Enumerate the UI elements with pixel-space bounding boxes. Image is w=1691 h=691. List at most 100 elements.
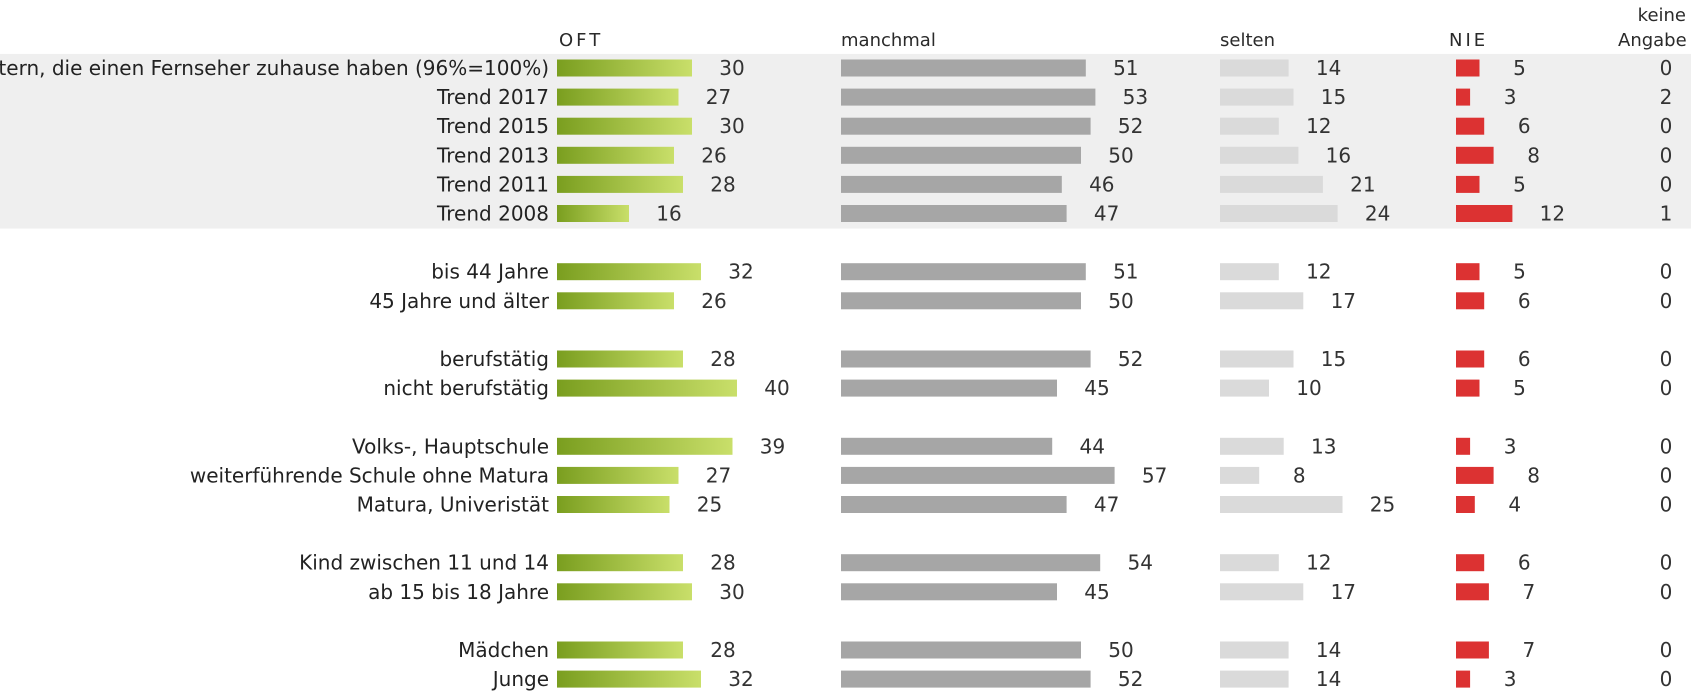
value-label-nie: 6: [1518, 289, 1531, 313]
value-label-oft: 26: [701, 289, 726, 313]
value-label-selten: 17: [1331, 580, 1356, 604]
bar-manchmal: [841, 205, 1067, 222]
bar-oft: [557, 496, 670, 513]
value-label-oft: 40: [764, 376, 789, 400]
row-label: Trend 2017: [436, 85, 549, 109]
value-label-selten: 8: [1293, 463, 1306, 487]
bar-selten: [1220, 496, 1343, 513]
value-label-manchmal: 45: [1084, 580, 1109, 604]
bar-nie: [1456, 146, 1494, 164]
bar-nie: [1456, 88, 1471, 106]
bar-oft: [557, 175, 683, 193]
chart-row: Trend 2013 26 50 16 8 0: [436, 143, 1672, 167]
chart-row: Trend 2011 28 46 21 5 0: [436, 172, 1672, 196]
value-label-keine-angabe: 0: [1660, 551, 1673, 575]
chart-row: 45 Jahre und älter 26 50 17 6 0: [369, 289, 1672, 313]
bar-manchmal: [841, 437, 1053, 455]
bar-selten: [1220, 88, 1294, 106]
row-label: Trend 2013: [436, 143, 549, 167]
bar-selten: [1220, 583, 1304, 601]
chart-row: ab 15 bis 18 Jahre 30 45 17 7 0: [368, 580, 1672, 604]
bar-manchmal: [841, 350, 1091, 368]
value-label-manchmal: 52: [1118, 347, 1143, 371]
bar-selten: [1220, 175, 1323, 193]
value-label-oft: 30: [719, 580, 744, 604]
bar-selten: [1220, 379, 1269, 397]
value-label-keine-angabe: 0: [1660, 143, 1673, 167]
value-label-selten: 14: [1316, 667, 1341, 691]
value-label-manchmal: 47: [1094, 493, 1119, 517]
value-label-keine-angabe: 1: [1660, 202, 1673, 226]
value-label-manchmal: 47: [1094, 202, 1119, 226]
value-label-oft: 27: [706, 85, 731, 109]
value-label-nie: 5: [1513, 260, 1526, 284]
value-label-manchmal: 54: [1127, 551, 1152, 575]
value-label-nie: 8: [1527, 143, 1540, 167]
bar-manchmal: [841, 466, 1115, 484]
header-manchmal: manchmal: [841, 30, 936, 51]
bar-oft: [557, 437, 733, 455]
trend-band-background: [0, 53, 1691, 229]
chart-row: Eltern, die einen Fernseher zuhause habe…: [0, 56, 1672, 80]
value-label-keine-angabe: 0: [1660, 667, 1673, 691]
chart-row: nicht berufstätig 40 45 10 5 0: [383, 376, 1672, 400]
chart-row: Volks-, Hauptschule 39 44 13 3 0: [352, 434, 1672, 458]
bar-manchmal: [841, 263, 1086, 281]
value-label-manchmal: 53: [1123, 85, 1148, 109]
bar-oft: [557, 641, 683, 659]
bar-nie: [1456, 583, 1489, 601]
value-label-manchmal: 45: [1084, 376, 1109, 400]
value-label-oft: 30: [719, 56, 744, 80]
bar-manchmal: [841, 641, 1081, 659]
value-label-selten: 12: [1306, 260, 1331, 284]
bar-selten: [1220, 263, 1279, 281]
bar-nie: [1456, 670, 1471, 688]
row-label: bis 44 Jahre: [431, 260, 549, 284]
value-label-selten: 16: [1326, 143, 1351, 167]
bar-selten: [1220, 350, 1294, 368]
value-label-manchmal: 57: [1142, 463, 1167, 487]
chart-row: Trend 2008 16 47 24 12 1: [436, 202, 1672, 226]
value-label-selten: 15: [1321, 85, 1346, 109]
bar-nie: [1456, 554, 1485, 572]
value-label-selten: 25: [1370, 493, 1395, 517]
row-label: Junge: [491, 667, 549, 691]
chart-row: Junge 32 52 14 3 0: [491, 667, 1673, 691]
header-selten: selten: [1220, 30, 1275, 51]
bar-oft: [557, 292, 674, 310]
bar-oft: [557, 205, 629, 222]
bar-oft: [557, 554, 683, 572]
value-label-nie: 3: [1504, 85, 1517, 109]
bar-manchmal: [841, 88, 1096, 106]
row-label: weiterführende Schule ohne Matura: [190, 463, 549, 487]
bar-oft: [557, 466, 679, 484]
row-label: Trend 2015: [436, 114, 549, 138]
bar-manchmal: [841, 496, 1067, 513]
value-label-manchmal: 44: [1079, 434, 1104, 458]
value-label-nie: 5: [1513, 376, 1526, 400]
bar-selten: [1220, 466, 1260, 484]
chart-row: Kind zwischen 11 und 14 28 54 12 6 0: [299, 551, 1672, 575]
bar-oft: [557, 59, 692, 77]
value-label-nie: 8: [1527, 463, 1540, 487]
value-label-oft: 30: [719, 114, 744, 138]
bar-oft: [557, 263, 701, 281]
value-label-selten: 12: [1306, 114, 1331, 138]
bar-selten: [1220, 437, 1284, 455]
value-label-nie: 7: [1523, 638, 1536, 662]
value-label-keine-angabe: 0: [1660, 580, 1673, 604]
value-label-nie: 6: [1518, 347, 1531, 371]
row-label: 45 Jahre und älter: [369, 289, 549, 313]
value-label-nie: 4: [1508, 493, 1521, 517]
value-label-nie: 5: [1513, 172, 1526, 196]
bar-selten: [1220, 641, 1289, 659]
value-label-manchmal: 50: [1108, 289, 1133, 313]
value-label-keine-angabe: 0: [1660, 434, 1673, 458]
bar-manchmal: [841, 292, 1081, 310]
value-label-oft: 16: [656, 202, 681, 226]
bar-selten: [1220, 205, 1338, 222]
row-label: Trend 2011: [436, 172, 549, 196]
header-nie: NIE: [1449, 30, 1489, 51]
bar-selten: [1220, 59, 1289, 77]
